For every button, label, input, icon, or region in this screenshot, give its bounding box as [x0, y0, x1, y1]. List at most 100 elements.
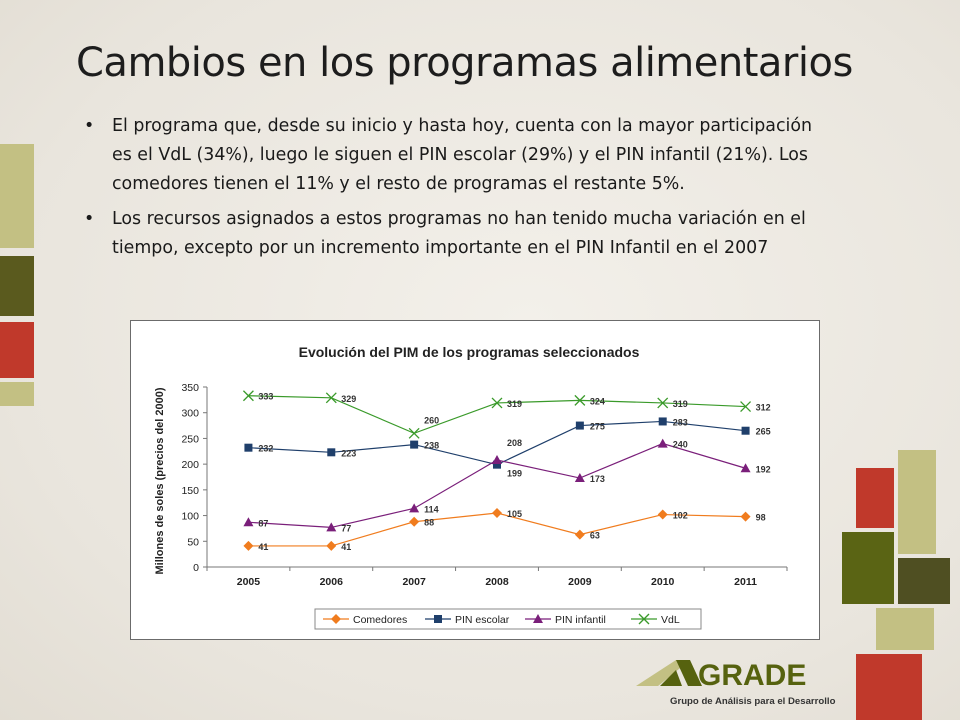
data-point-vdl — [574, 394, 586, 406]
data-point-comedores — [740, 511, 751, 522]
data-label: 319 — [673, 399, 688, 409]
data-label: 87 — [258, 518, 268, 528]
data-point-pin-escolar — [493, 460, 501, 469]
legend-label: VdL — [661, 614, 680, 626]
data-label: 223 — [341, 448, 356, 458]
deco-block-right-2 — [898, 450, 936, 554]
slide-title: Cambios en los programas alimentarios — [76, 40, 853, 86]
data-label: 114 — [424, 504, 439, 514]
chart-title: Evolución del PIM de los programas selec… — [299, 344, 640, 360]
series-line-vdl — [248, 395, 746, 434]
data-label: 63 — [590, 531, 600, 541]
data-label: 265 — [756, 427, 771, 437]
data-point-comedores — [331, 614, 341, 624]
y-tick-label: 0 — [193, 562, 199, 574]
x-tick-label: 2009 — [568, 576, 592, 588]
deco-block-left-3 — [0, 322, 34, 378]
legend-label: PIN escolar — [455, 614, 510, 626]
data-point-pin-escolar — [658, 417, 667, 426]
y-tick-label: 250 — [181, 433, 199, 445]
data-point-comedores — [326, 540, 337, 551]
data-label: 102 — [673, 511, 688, 521]
x-tick-label: 2008 — [485, 576, 509, 588]
deco-block-right-1 — [856, 468, 894, 528]
data-label: 319 — [507, 399, 522, 409]
deco-block-right-3 — [842, 532, 894, 604]
data-point-comedores — [243, 540, 254, 551]
data-point-pin-infantil — [492, 455, 502, 465]
data-point-vdl — [408, 427, 420, 439]
x-tick-label: 2005 — [237, 576, 261, 588]
y-tick-label: 50 — [187, 536, 199, 548]
data-point-pin-infantil — [740, 463, 751, 473]
data-point-pin-escolar — [327, 448, 336, 457]
data-label: 41 — [341, 542, 351, 552]
deco-block-left-4 — [0, 382, 34, 406]
data-point-vdl — [491, 397, 503, 409]
data-point-comedores — [574, 529, 585, 540]
data-label: 232 — [258, 444, 273, 454]
data-point-comedores — [657, 509, 668, 520]
data-label: 240 — [673, 440, 688, 450]
y-tick-label: 350 — [181, 382, 199, 394]
data-point-vdl — [325, 392, 337, 404]
data-label: 275 — [590, 422, 605, 432]
bullet-item: • Los recursos asignados a estos program… — [84, 205, 824, 263]
data-label: 77 — [341, 523, 351, 533]
logo-wordmark: GRADE — [698, 659, 806, 692]
data-point-comedores — [492, 508, 502, 518]
bullet-glyph: • — [84, 116, 95, 136]
y-tick-label: 150 — [181, 485, 199, 497]
data-label: 105 — [507, 509, 522, 519]
deco-block-left-2 — [0, 256, 34, 316]
data-point-pin-infantil — [243, 517, 254, 527]
data-point-pin-infantil — [326, 522, 337, 532]
data-point-vdl — [242, 390, 254, 402]
data-point-pin-escolar — [244, 443, 253, 452]
legend-label: Comedores — [353, 614, 407, 626]
data-point-pin-infantil — [657, 438, 668, 448]
data-label: 41 — [258, 542, 268, 552]
x-tick-label: 2006 — [320, 576, 344, 588]
data-label: 208 — [507, 438, 522, 448]
logo-tagline: Grupo de Análisis para el Desarrollo — [670, 696, 836, 707]
data-label: 333 — [258, 392, 273, 402]
bullet-list: • El programa que, desde su inicio y has… — [84, 112, 824, 269]
chart-legend — [314, 608, 702, 630]
deco-block-right-6 — [856, 654, 922, 720]
data-label: 199 — [507, 469, 522, 479]
data-point-pin-escolar — [741, 426, 750, 435]
bullet-glyph: • — [84, 209, 95, 229]
data-point-pin-escolar — [434, 615, 442, 623]
data-point-vdl — [638, 613, 650, 625]
deco-block-right-4 — [898, 558, 950, 604]
data-label: 238 — [424, 441, 439, 451]
data-point-pin-infantil — [574, 473, 585, 483]
grade-logo-mark: GRADE Grupo de Análisis para el Desarrol… — [636, 659, 836, 707]
data-point-comedores — [409, 516, 420, 527]
data-point-pin-infantil — [409, 503, 420, 513]
y-tick-label: 100 — [181, 511, 199, 523]
deco-block-right-5 — [876, 608, 934, 650]
line-chart: Evolución del PIM de los programas selec… — [154, 344, 788, 630]
chart-container: Evolución del PIM de los programas selec… — [130, 320, 820, 640]
data-point-vdl — [740, 401, 752, 413]
chart-y-axis-label: Millones de soles (precios del 2000) — [154, 387, 166, 574]
legend-label: PIN infantil — [555, 614, 606, 626]
data-label: 98 — [756, 513, 766, 523]
bullet-text: Los recursos asignados a estos programas… — [112, 209, 806, 258]
deco-block-left-1 — [0, 144, 34, 248]
data-label: 173 — [590, 474, 605, 484]
data-label: 312 — [756, 403, 771, 413]
y-tick-label: 200 — [181, 459, 199, 471]
data-label: 260 — [424, 415, 439, 425]
grade-logo: GRADE Grupo de Análisis para el Desarrol… — [636, 656, 846, 716]
data-label: 324 — [590, 396, 605, 406]
x-tick-label: 2010 — [651, 576, 675, 588]
data-point-vdl — [657, 397, 669, 409]
bullet-item: • El programa que, desde su inicio y has… — [84, 112, 824, 199]
y-tick-label: 300 — [181, 408, 199, 420]
bullet-text: El programa que, desde su inicio y hasta… — [112, 116, 812, 194]
data-label: 88 — [424, 518, 434, 528]
data-label: 283 — [673, 417, 688, 427]
